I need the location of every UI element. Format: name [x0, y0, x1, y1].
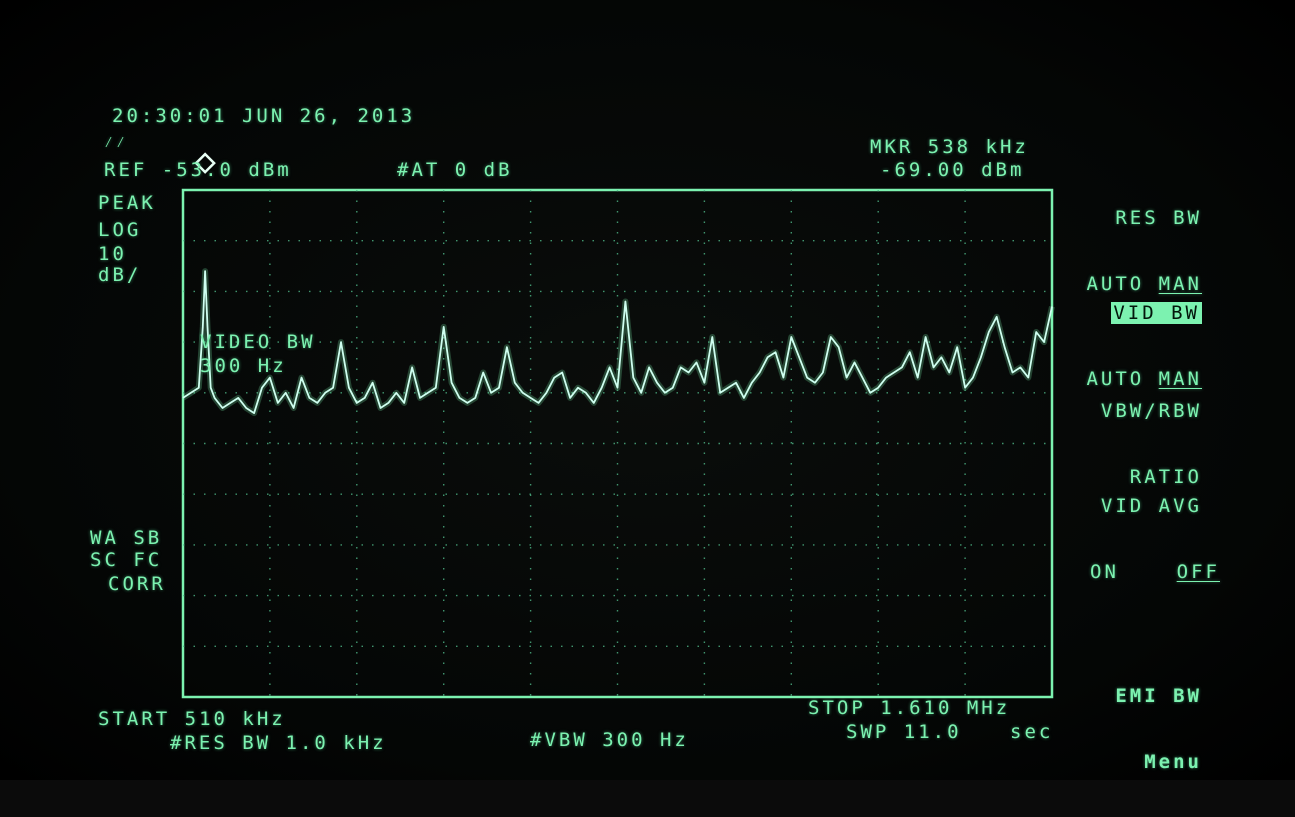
sweep-time: SWP 11.0: [846, 721, 962, 743]
trace-line: [182, 270, 1053, 415]
analyzer-screen: 20:30:01 JUN 26, 2013 ⁄⁄ REF -53.0 dBm #…: [0, 0, 1295, 780]
softkey-res-bw-title: RES BW: [1115, 207, 1202, 229]
softkey-res-bw-man: MAN: [1158, 273, 1202, 295]
softkey-emi-bw-menu[interactable]: EMI BW Menu: [1060, 641, 1202, 817]
softkey-emi-bw-line-1: EMI BW: [1115, 685, 1202, 707]
softkey-vid-avg-on: ON: [1090, 561, 1119, 583]
softkey-vid-avg[interactable]: VID AVG ON OFF: [1060, 451, 1217, 627]
detector-label: PEAK: [98, 192, 156, 214]
correction-line-2: SC FC: [90, 549, 163, 571]
softkey-res-bw[interactable]: RES BW AUTO MAN: [1060, 163, 1202, 339]
signature-glyph: ⁄⁄: [104, 133, 129, 151]
scale-type-label: LOG: [98, 219, 142, 241]
start-frequency: START 510 kHz: [98, 708, 286, 730]
timestamp: 20:30:01 JUN 26, 2013: [112, 105, 416, 127]
softkey-vid-avg-title: VID AVG: [1100, 495, 1202, 517]
marker-diamond: [194, 152, 216, 174]
softkey-vid-bw[interactable]: VID BW AUTO MAN: [1060, 258, 1202, 434]
resolution-bandwidth: #RES BW 1.0 kHz: [170, 732, 387, 754]
scale-value-label: 10: [98, 243, 127, 265]
video-bw-annotation-line-2: 300 Hz: [200, 355, 287, 377]
correction-line-1: WA SB: [90, 527, 163, 549]
softkey-vid-bw-title: VID BW: [1111, 302, 1202, 324]
softkey-ratio-line-2: RATIO: [1129, 466, 1202, 488]
marker-level: -69.00 dBm: [880, 159, 1025, 181]
marker: [194, 152, 216, 174]
video-bandwidth: #VBW 300 Hz: [530, 729, 689, 751]
video-bw-annotation-line-1: VIDEO BW: [200, 331, 316, 353]
scale-unit-label: dB/: [98, 264, 142, 286]
softkey-vid-bw-man: MAN: [1158, 368, 1202, 390]
softkey-emi-bw-line-2: Menu: [1144, 751, 1202, 773]
softkey-ratio-line-1: VBW/RBW: [1100, 400, 1202, 422]
attenuation: #AT 0 dB: [397, 159, 513, 181]
stop-frequency: STOP 1.610 MHz: [808, 697, 1011, 719]
trace: [181, 268, 1055, 417]
ref-level: REF -53.0 dBm: [104, 159, 292, 181]
spectrum-plot: [181, 152, 1055, 699]
marker-frequency: MKR 538 kHz: [870, 136, 1029, 158]
softkey-vbw-rbw-ratio[interactable]: VBW/RBW RATIO: [1060, 356, 1202, 532]
softkey-vid-bw-auto: AUTO: [1086, 368, 1145, 390]
softkey-vid-avg-off: OFF: [1176, 561, 1220, 583]
graticule: [181, 188, 1054, 699]
sweep-time-unit: sec: [1010, 721, 1054, 743]
correction-line-3: CORR: [108, 573, 166, 595]
softkey-res-bw-auto: AUTO: [1086, 273, 1145, 295]
